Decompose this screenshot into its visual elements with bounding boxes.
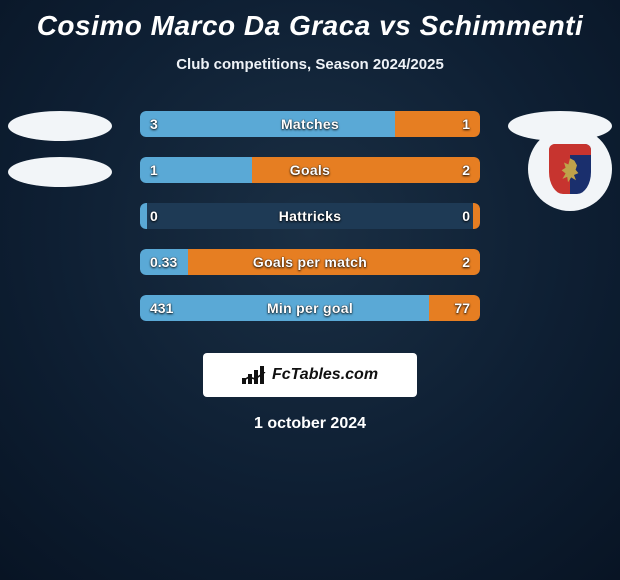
stat-row: 0 Hattricks 0 — [0, 195, 620, 241]
report-date: 1 october 2024 — [0, 415, 620, 433]
stat-row: 431 Min per goal 77 — [0, 287, 620, 333]
left-avatar-slot — [8, 203, 112, 233]
stat-value-right: 1 — [452, 111, 480, 137]
stat-bar: 0.33 Goals per match 2 — [140, 249, 480, 275]
source-badge: FcTables.com — [203, 353, 417, 397]
left-avatar-slot — [8, 249, 112, 279]
stat-value-right: 2 — [452, 249, 480, 275]
stat-bar: 0 Hattricks 0 — [140, 203, 480, 229]
stat-row: 0.33 Goals per match 2 — [0, 241, 620, 287]
stat-bar: 1 Goals 2 — [140, 157, 480, 183]
right-avatar-slot — [508, 203, 612, 233]
player-avatar-left — [8, 157, 112, 187]
player-avatar-left — [8, 111, 112, 141]
crest-top-band — [549, 144, 591, 155]
stat-value-right: 2 — [452, 157, 480, 183]
source-badge-label: FcTables.com — [272, 366, 378, 384]
trend-line-icon — [242, 372, 266, 382]
stat-label: Matches — [140, 111, 480, 137]
comparison-card: Cosimo Marco Da Graca vs Schimmenti Club… — [0, 0, 620, 580]
left-avatar-slot — [8, 295, 112, 325]
fctables-chart-icon — [242, 366, 264, 384]
stat-label: Min per goal — [140, 295, 480, 321]
stats-container: 3 Matches 1 1 Goals 2 — [0, 103, 620, 333]
subtitle: Club competitions, Season 2024/2025 — [0, 56, 620, 73]
stat-label: Goals — [140, 157, 480, 183]
page-title: Cosimo Marco Da Graca vs Schimmenti — [0, 0, 620, 42]
stat-value-right: 0 — [452, 203, 480, 229]
stat-bar: 3 Matches 1 — [140, 111, 480, 137]
left-avatar-slot — [8, 157, 112, 187]
stat-label: Goals per match — [140, 249, 480, 275]
stat-row: 1 Goals 2 — [0, 149, 620, 195]
right-avatar-slot — [508, 249, 612, 279]
stat-label: Hattricks — [140, 203, 480, 229]
right-avatar-slot — [508, 295, 612, 325]
stat-bar: 431 Min per goal 77 — [140, 295, 480, 321]
stat-row: 3 Matches 1 — [0, 103, 620, 149]
crest-shield — [549, 144, 591, 194]
stat-value-right: 77 — [444, 295, 480, 321]
left-avatar-slot — [8, 111, 112, 141]
